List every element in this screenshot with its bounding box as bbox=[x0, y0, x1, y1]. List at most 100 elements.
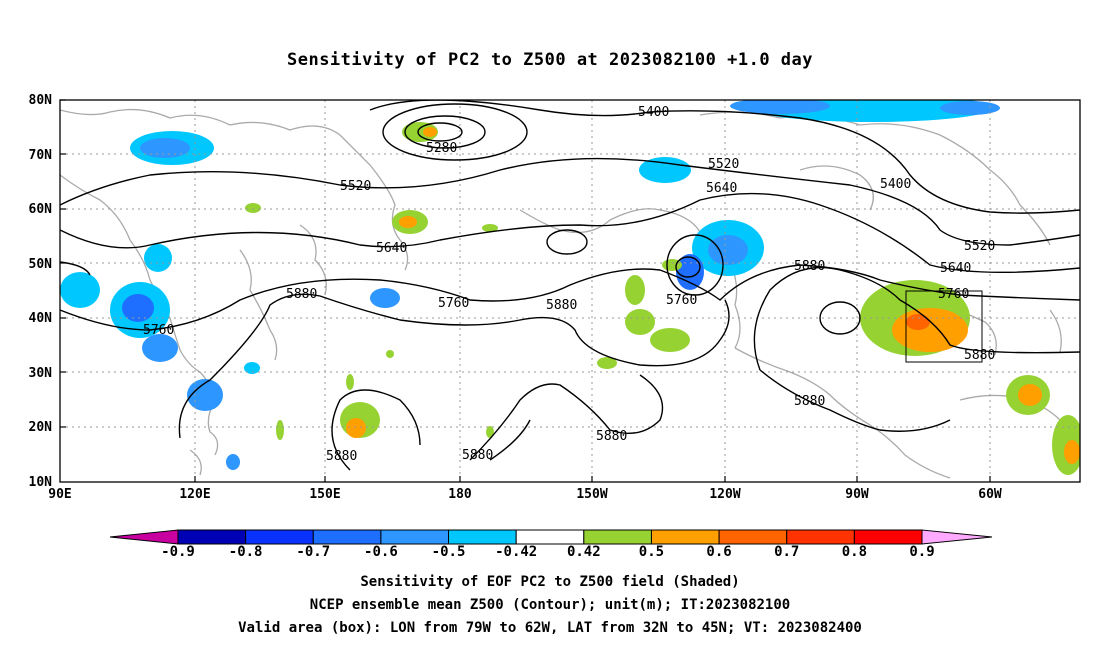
positive-blob bbox=[423, 127, 437, 137]
lon-label: 120W bbox=[709, 487, 740, 502]
footer-line-1: Sensitivity of EOF PC2 to Z500 field (Sh… bbox=[360, 574, 740, 590]
colorbar-segment bbox=[448, 529, 517, 545]
positive-blob bbox=[625, 309, 655, 335]
lat-label: 50N bbox=[29, 257, 53, 272]
contour-label: 5880 bbox=[326, 449, 357, 464]
colorbar-high-end bbox=[921, 529, 993, 545]
colorbar-label: 0.8 bbox=[841, 544, 868, 560]
contour-label: 5880 bbox=[794, 259, 825, 274]
colorbar-segment bbox=[786, 529, 855, 545]
footer-line-2: NCEP ensemble mean Z500 (Contour); unit(… bbox=[309, 597, 791, 613]
positive-blob bbox=[346, 418, 366, 438]
contour-label: 5880 bbox=[596, 429, 627, 444]
contour-inner bbox=[417, 122, 463, 142]
contour-center-high bbox=[819, 301, 861, 335]
gridlines bbox=[60, 100, 1080, 482]
contour-label: 5400 bbox=[880, 177, 911, 192]
colorbar-label: -0.6 bbox=[364, 544, 398, 560]
lon-label: 150W bbox=[576, 487, 607, 502]
tick-marks bbox=[60, 99, 991, 482]
contour-label: 5880 bbox=[286, 287, 317, 302]
positive-blob bbox=[1018, 384, 1042, 406]
contour-5400 bbox=[369, 100, 1080, 214]
colorbar-label: -0.42 bbox=[495, 544, 538, 560]
contour-label: 5880 bbox=[462, 448, 493, 463]
negative-blob bbox=[144, 244, 172, 272]
contour-label: 5760 bbox=[938, 287, 969, 302]
positive-blob bbox=[892, 308, 968, 352]
positive-blob bbox=[399, 216, 417, 228]
negative-blob bbox=[730, 100, 830, 114]
positive-blob bbox=[906, 314, 930, 330]
negative-blob bbox=[142, 334, 178, 362]
colorbar-segment bbox=[312, 529, 382, 545]
lat-label: 70N bbox=[29, 148, 53, 163]
positive-blob bbox=[386, 350, 394, 358]
lat-axis: 80N 70N 60N 50N 40N 30N 20N 10N bbox=[29, 93, 53, 490]
contour-label: 5520 bbox=[340, 179, 371, 194]
contour-5880-south bbox=[759, 369, 951, 432]
contour-5400-low bbox=[382, 103, 528, 161]
colorbar-segment bbox=[245, 529, 314, 545]
colorbar-label: 0.9 bbox=[909, 544, 935, 560]
contour-label: 5760 bbox=[666, 293, 697, 308]
contour-label: 5760 bbox=[438, 296, 469, 311]
contour-5640 bbox=[60, 192, 1080, 274]
positive-blob bbox=[402, 122, 438, 142]
contour-closed-low2 bbox=[675, 256, 701, 278]
colorbar-label: 0.5 bbox=[638, 544, 665, 560]
valid-area-box bbox=[905, 290, 983, 363]
lon-label: 120E bbox=[179, 487, 210, 502]
positive-blob bbox=[245, 203, 261, 213]
contour-label: 5760 bbox=[143, 323, 174, 338]
positive-blob bbox=[597, 357, 617, 369]
contour-5880-high bbox=[753, 266, 1080, 371]
colorbar-segment bbox=[718, 529, 788, 545]
map-frame bbox=[59, 99, 1081, 483]
contour-label: 5880 bbox=[964, 348, 995, 363]
lon-label: 180 bbox=[448, 487, 472, 502]
contour-label: 5880 bbox=[546, 298, 577, 313]
contour-5280 bbox=[404, 115, 486, 149]
contour-label: 5640 bbox=[940, 261, 971, 276]
colorbar-label: -0.7 bbox=[296, 544, 331, 560]
negative-blob bbox=[187, 379, 223, 411]
colorbar-segment bbox=[650, 529, 720, 545]
negative-blob bbox=[226, 454, 240, 470]
contour-label: 5280 bbox=[426, 141, 457, 156]
negative-blob bbox=[122, 294, 154, 322]
negative-blob bbox=[639, 157, 691, 183]
contour-label: 5400 bbox=[638, 105, 669, 120]
colorbar-label: -0.9 bbox=[161, 544, 195, 560]
plot-title: Sensitivity of PC2 to Z500 at 2023082100… bbox=[286, 50, 813, 70]
lat-label: 20N bbox=[29, 420, 53, 435]
positive-blob bbox=[1064, 440, 1080, 464]
colorbar-segment bbox=[515, 529, 585, 545]
lon-label: 60W bbox=[978, 487, 1002, 502]
colorbar-label: 0.7 bbox=[774, 544, 800, 560]
lon-axis: 90E 120E 150E 180 150W 120W 90W 60W bbox=[48, 487, 1002, 502]
contour-label: 5520 bbox=[964, 239, 995, 254]
contour-label: 5640 bbox=[376, 241, 407, 256]
negative-blob bbox=[244, 362, 260, 374]
lon-label: 150E bbox=[309, 487, 340, 502]
colorbar-segment bbox=[177, 529, 247, 545]
positive-blob bbox=[346, 374, 354, 390]
positive-blob bbox=[482, 224, 498, 232]
lon-label: 90E bbox=[48, 487, 71, 502]
negative-blob bbox=[370, 288, 400, 308]
lat-label: 40N bbox=[29, 311, 53, 326]
colorbar-label: -0.8 bbox=[228, 544, 263, 560]
contour-5880-mid bbox=[331, 389, 421, 471]
lon-label: 90W bbox=[845, 487, 869, 502]
colorbar bbox=[109, 529, 993, 545]
positive-blob bbox=[276, 420, 284, 440]
contour-5880-south2 bbox=[489, 419, 531, 461]
colorbar-segment bbox=[380, 529, 450, 545]
positive-blob bbox=[625, 275, 645, 305]
negative-blob bbox=[140, 138, 190, 158]
positive-blob bbox=[486, 426, 494, 438]
positive-blob bbox=[650, 328, 690, 352]
lat-label: 30N bbox=[29, 366, 53, 381]
colorbar-low-end bbox=[109, 529, 179, 545]
